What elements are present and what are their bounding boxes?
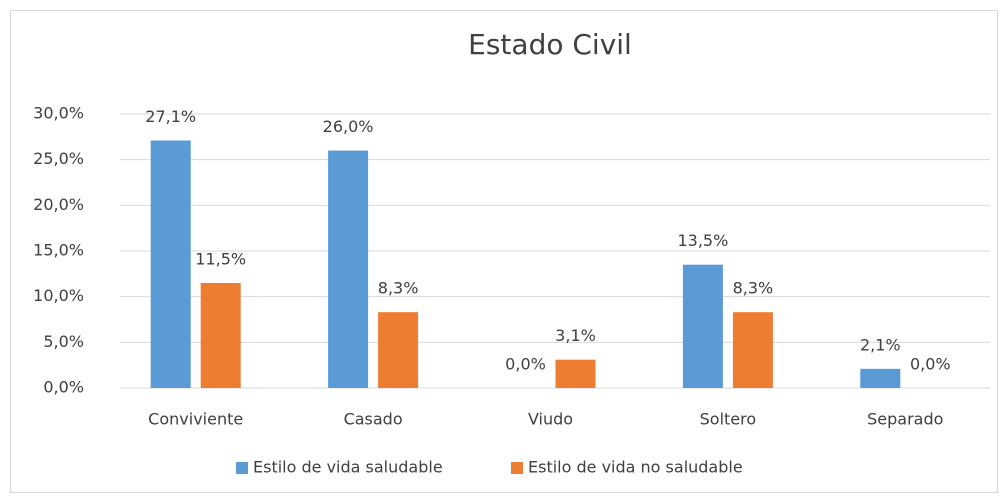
bar	[328, 150, 369, 388]
bar	[200, 282, 241, 388]
legend-swatch	[511, 462, 523, 474]
y-tick-label: 30,0%	[33, 104, 84, 123]
y-tick-label: 25,0%	[33, 149, 84, 168]
x-tick-label: Conviviente	[148, 410, 243, 429]
data-label: 26,0%	[323, 117, 374, 136]
data-label: 11,5%	[195, 249, 246, 268]
legend-label: Estilo de vida saludable	[253, 458, 443, 477]
x-tick-label: Casado	[344, 410, 403, 429]
data-label: 0,0%	[910, 355, 951, 374]
legend-swatch	[236, 462, 248, 474]
x-tick-label: Viudo	[528, 410, 573, 429]
chart-title: Estado Civil	[468, 28, 632, 61]
x-tick-label: Separado	[867, 410, 943, 429]
bar	[682, 264, 723, 388]
y-tick-label: 0,0%	[43, 378, 84, 397]
legend-label: Estilo de vida no saludable	[528, 458, 743, 477]
y-tick-label: 20,0%	[33, 195, 84, 214]
y-tick-label: 5,0%	[43, 332, 84, 351]
data-label: 0,0%	[505, 355, 546, 374]
x-tick-label: Soltero	[700, 410, 757, 429]
bar	[860, 368, 901, 388]
data-label: 2,1%	[860, 335, 901, 354]
bar	[732, 312, 773, 388]
bar	[555, 359, 596, 388]
y-tick-label: 15,0%	[33, 241, 84, 260]
data-label: 8,3%	[733, 279, 774, 298]
data-label: 13,5%	[677, 231, 728, 250]
data-label: 27,1%	[145, 107, 196, 126]
data-label: 8,3%	[378, 279, 419, 298]
data-label: 3,1%	[555, 326, 596, 345]
y-tick-label: 10,0%	[33, 286, 84, 305]
bar	[150, 140, 191, 388]
bar	[378, 312, 419, 388]
